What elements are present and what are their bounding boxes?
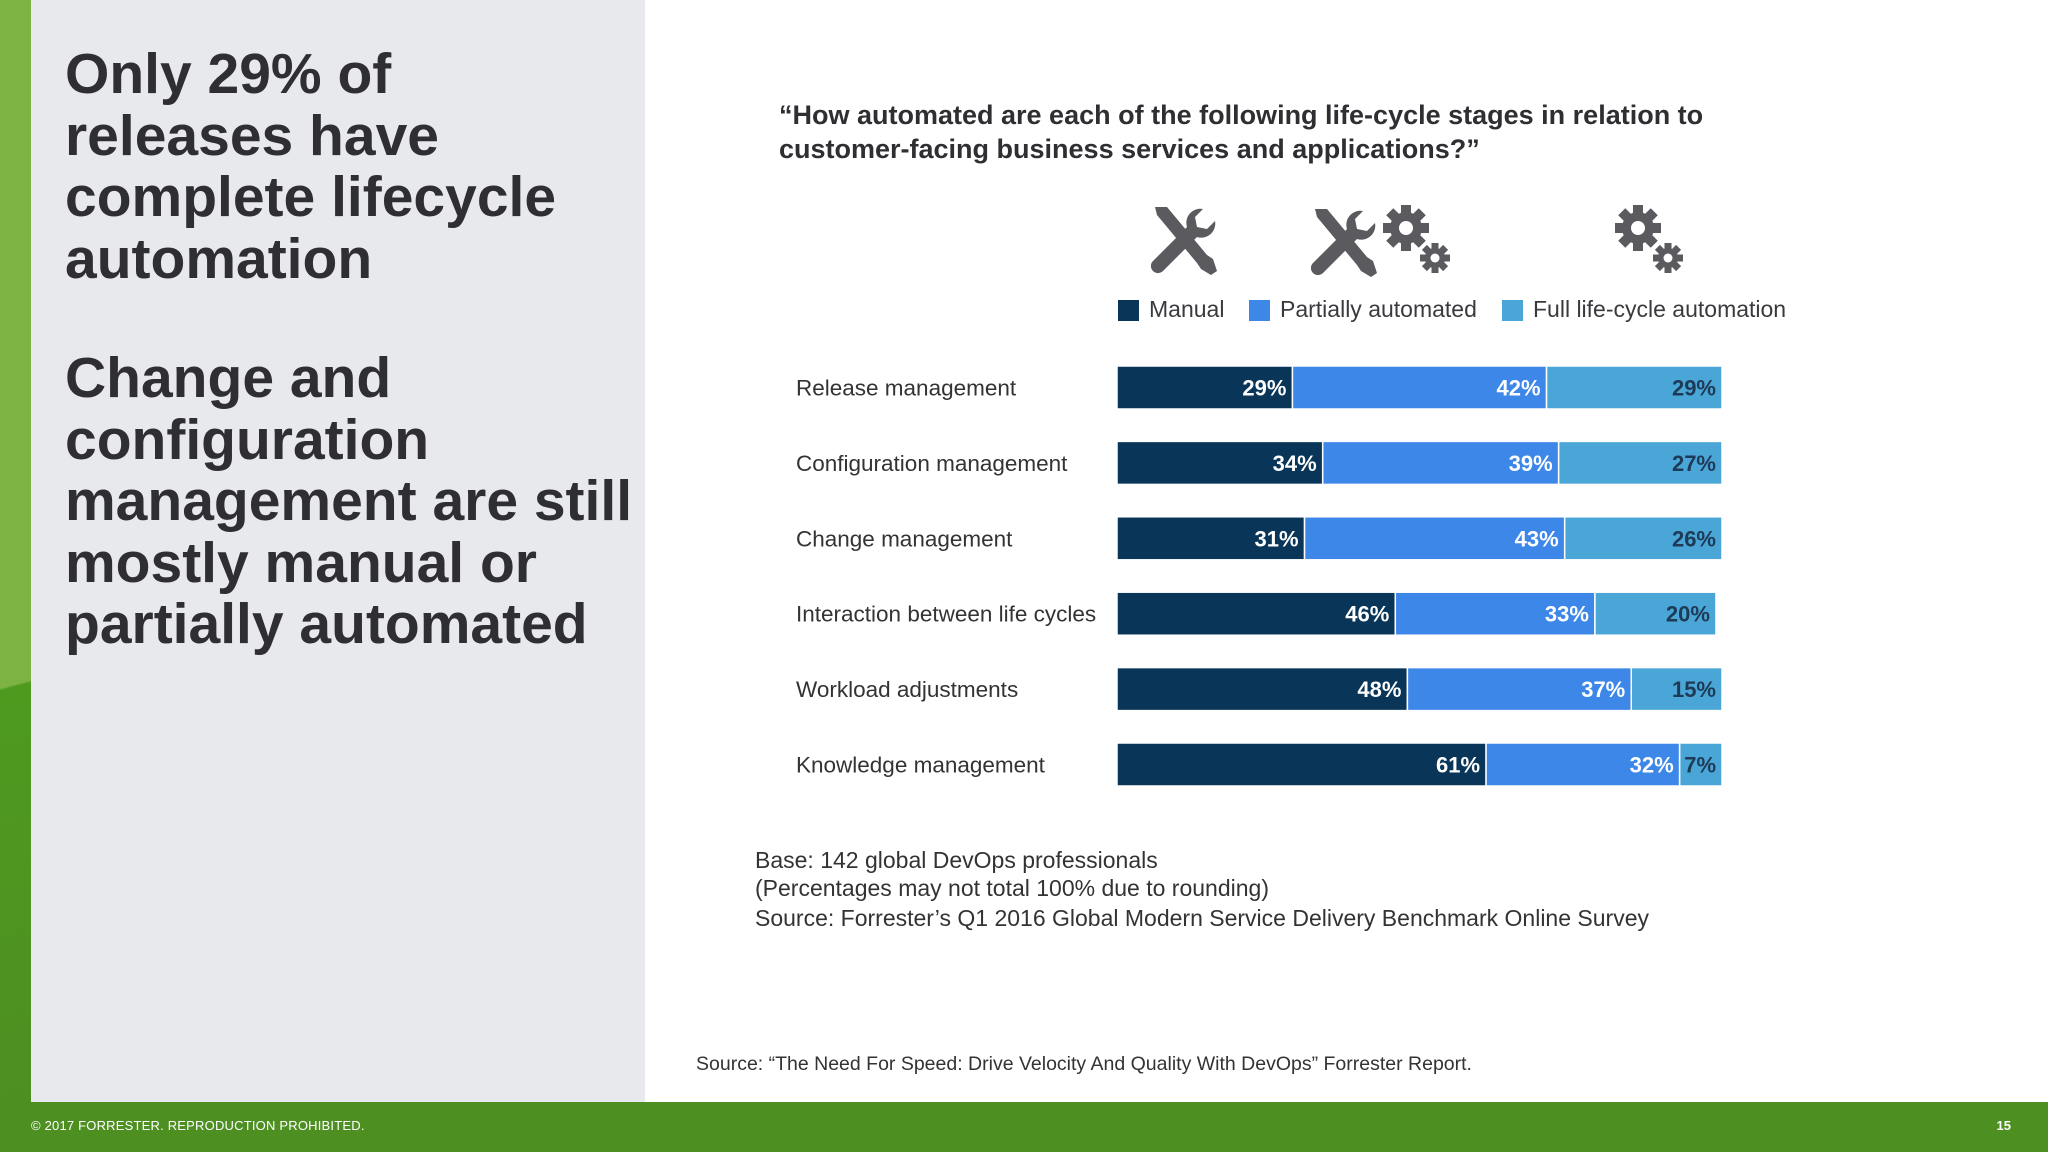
survey-source-note: Source: Forrester’s Q1 2016 Global Moder… (755, 905, 1649, 931)
legend-label-partially-automated: Partially automated (1280, 296, 1477, 322)
category-label-configuration-management: Configuration management (796, 451, 1068, 476)
category-label-change-management: Change management (796, 526, 1013, 551)
wrench-screwdriver-gears-icon (1310, 205, 1450, 277)
legend-swatch-partially-automated (1249, 300, 1270, 321)
bar-full-life-cycle-automation-interaction-between-life-cycles (1594, 591, 1717, 636)
data-label-manual-change-management: 31% (1255, 526, 1299, 551)
bar-partially-automated-release-management (1291, 365, 1548, 410)
bar-full-life-cycle-automation-workload-adjustments (1630, 666, 1723, 712)
category-label-release-management: Release management (796, 376, 1017, 401)
bar-partially-automated-interaction-between-life-cycles (1394, 591, 1596, 636)
accent-stripe (0, 0, 31, 1102)
chart-title: “How automated are each of the following… (779, 100, 1704, 164)
data-label-full-life-cycle-automation-knowledge-management: 7% (1684, 753, 1716, 778)
data-label-partially-automated-interaction-between-life-cycles: 33% (1545, 602, 1589, 627)
data-label-partially-automated-change-management: 43% (1515, 526, 1559, 551)
rounding-note: (Percentages may not total 100% due to r… (755, 875, 1269, 901)
headline-primary: Only 29% of releases have complete lifec… (65, 42, 557, 291)
copyright-text: © 2017 FORRESTER. REPRODUCTION PROHIBITE… (31, 1118, 365, 1133)
page-number: 15 (1996, 1118, 2011, 1133)
data-label-partially-automated-knowledge-management: 32% (1630, 753, 1674, 778)
report-source: Source: “The Need For Speed: Drive Veloc… (696, 1053, 1472, 1075)
bar-full-life-cycle-automation-change-management (1563, 516, 1723, 561)
data-label-manual-workload-adjustments: 48% (1357, 677, 1401, 702)
wrench-screwdriver-icon (1150, 207, 1217, 275)
bar-manual-knowledge-management (1116, 742, 1487, 787)
data-label-full-life-cycle-automation-interaction-between-life-cycles: 20% (1666, 602, 1710, 627)
legend-swatch-full-automation (1502, 300, 1523, 321)
data-label-manual-configuration-management: 34% (1273, 451, 1317, 476)
bar-manual-interaction-between-life-cycles (1116, 591, 1397, 636)
legend-swatch-manual (1118, 300, 1139, 321)
category-label-workload-adjustments: Workload adjustments (796, 677, 1018, 702)
data-label-partially-automated-workload-adjustments: 37% (1581, 677, 1625, 702)
legend-label-manual: Manual (1149, 296, 1225, 322)
category-label-knowledge-management: Knowledge management (796, 753, 1046, 778)
bar-full-life-cycle-automation-release-management (1545, 365, 1723, 410)
headline-panel: Only 29% of releases have complete lifec… (31, 0, 645, 1102)
data-label-full-life-cycle-automation-change-management: 26% (1672, 526, 1716, 551)
bar-partially-automated-workload-adjustments (1406, 666, 1633, 712)
data-label-full-life-cycle-automation-workload-adjustments: 15% (1672, 677, 1716, 702)
data-label-full-life-cycle-automation-release-management: 29% (1672, 376, 1716, 401)
data-label-partially-automated-configuration-management: 39% (1509, 451, 1553, 476)
footer-bar: © 2017 FORRESTER. REPRODUCTION PROHIBITE… (0, 1102, 2048, 1152)
data-label-manual-interaction-between-life-cycles: 46% (1345, 602, 1389, 627)
base-note: Base: 142 global DevOps professionals (755, 847, 1158, 873)
bar-full-life-cycle-automation-configuration-management (1557, 440, 1723, 486)
bar-partially-automated-change-management (1303, 516, 1566, 561)
gears-icon (1615, 205, 1683, 273)
bar-partially-automated-knowledge-management (1485, 742, 1681, 787)
data-label-manual-knowledge-management: 61% (1436, 753, 1480, 778)
bar-manual-change-management (1116, 516, 1306, 561)
data-label-partially-automated-release-management: 42% (1497, 376, 1541, 401)
data-label-full-life-cycle-automation-configuration-management: 27% (1672, 451, 1716, 476)
category-label-interaction-between-life-cycles: Interaction between life cycles (796, 602, 1096, 627)
legend-label-full-automation: Full life-cycle automation (1533, 296, 1787, 322)
bar-full-life-cycle-automation-knowledge-management (1678, 742, 1723, 787)
bar-manual-configuration-management (1116, 440, 1324, 486)
data-label-manual-release-management: 29% (1242, 376, 1286, 401)
headline-secondary: Change and configuration management are … (65, 346, 633, 656)
